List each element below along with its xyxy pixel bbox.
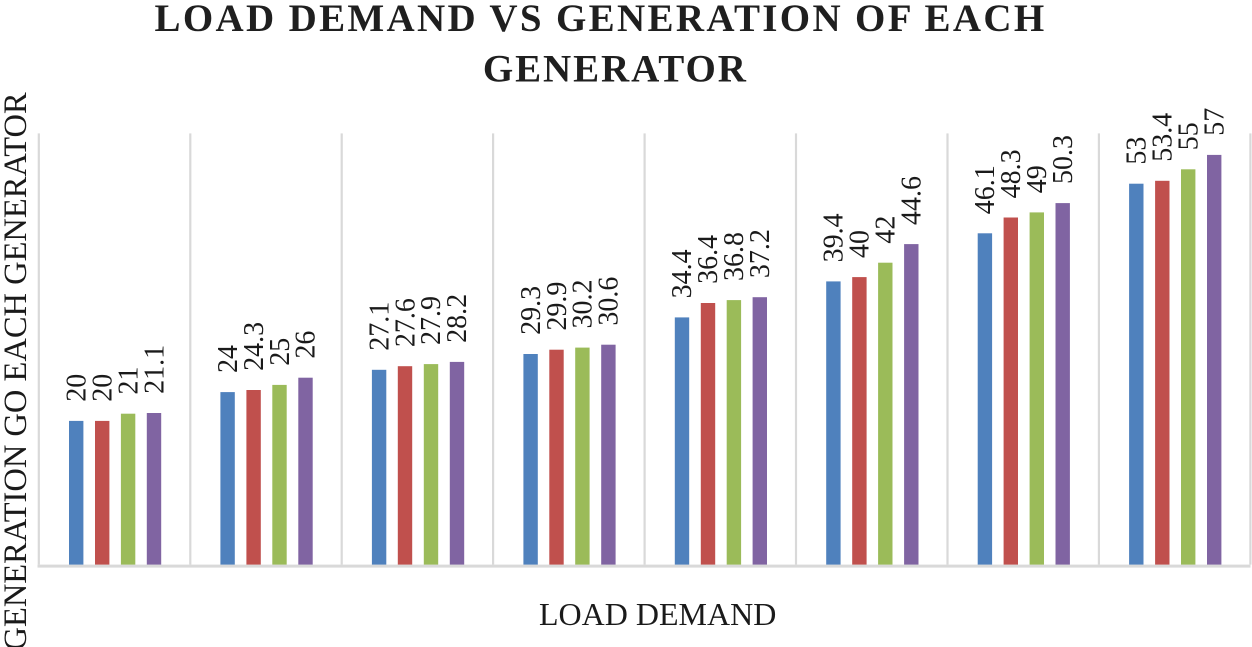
- svg-text:49: 49: [1022, 165, 1053, 193]
- svg-text:40: 40: [845, 230, 876, 258]
- svg-text:42: 42: [871, 216, 902, 244]
- svg-text:53.4: 53.4: [1148, 113, 1179, 162]
- svg-text:27.9: 27.9: [416, 296, 447, 345]
- svg-text:39.4: 39.4: [819, 213, 850, 262]
- svg-text:20: 20: [87, 374, 118, 402]
- svg-text:37.2: 37.2: [745, 229, 776, 278]
- svg-text:50.3: 50.3: [1048, 135, 1079, 184]
- svg-text:27.1: 27.1: [364, 302, 395, 351]
- svg-text:30.2: 30.2: [568, 280, 599, 329]
- svg-text:21: 21: [113, 367, 144, 395]
- svg-text:44.6: 44.6: [897, 176, 928, 225]
- svg-text:GENERATOR: GENERATOR: [483, 48, 748, 91]
- svg-text:48.3: 48.3: [996, 149, 1027, 198]
- svg-text:LOAD DEMAND: LOAD DEMAND: [539, 596, 776, 632]
- svg-text:29.9: 29.9: [542, 282, 573, 331]
- svg-text:57: 57: [1199, 108, 1230, 136]
- svg-text:55: 55: [1174, 122, 1205, 150]
- svg-text:26: 26: [291, 331, 322, 359]
- svg-text:34.4: 34.4: [667, 249, 698, 298]
- svg-text:20: 20: [62, 374, 93, 402]
- svg-text:LOAD DEMAND VS GENERATION OF E: LOAD DEMAND VS GENERATION OF EACH: [155, 0, 1047, 40]
- svg-text:27.6: 27.6: [390, 298, 421, 347]
- svg-text:GENERATION GO EACH GENERATOR: GENERATION GO EACH GENERATOR: [0, 92, 34, 647]
- svg-text:28.2: 28.2: [442, 294, 473, 343]
- svg-text:46.1: 46.1: [970, 165, 1001, 214]
- svg-text:30.6: 30.6: [594, 277, 625, 326]
- svg-text:21.1: 21.1: [139, 345, 170, 394]
- svg-text:25: 25: [265, 338, 296, 366]
- svg-text:24.3: 24.3: [239, 322, 270, 371]
- svg-text:24: 24: [213, 345, 244, 373]
- svg-text:53: 53: [1122, 137, 1153, 165]
- svg-text:29.3: 29.3: [516, 286, 547, 335]
- svg-text:36.8: 36.8: [719, 232, 750, 281]
- svg-text:36.4: 36.4: [693, 235, 724, 284]
